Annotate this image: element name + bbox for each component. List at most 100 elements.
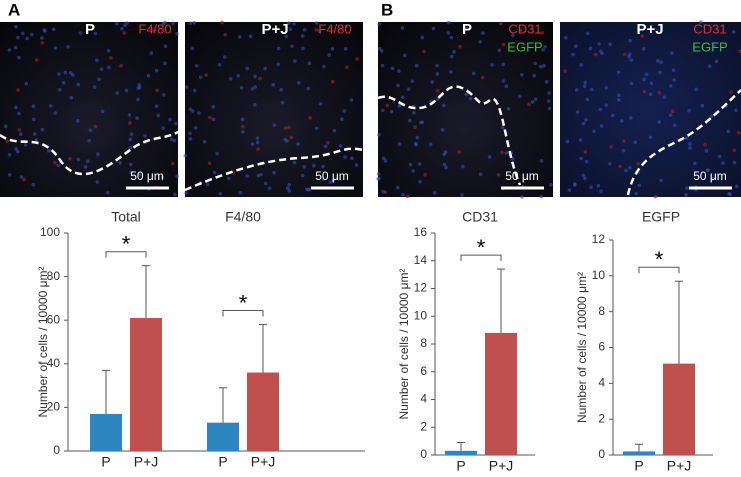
nucleus bbox=[253, 74, 257, 79]
nucleus bbox=[68, 71, 73, 75]
nucleus bbox=[342, 109, 347, 113]
nucleus bbox=[175, 31, 179, 36]
nucleus bbox=[218, 191, 223, 196]
nucleus bbox=[220, 20, 224, 25]
nucleus bbox=[99, 67, 104, 71]
nucleus bbox=[710, 177, 715, 181]
nucleus bbox=[396, 83, 400, 88]
nucleus bbox=[435, 72, 440, 76]
nucleus bbox=[573, 183, 577, 187]
nucleus bbox=[288, 27, 293, 31]
nucleus bbox=[253, 85, 258, 89]
nucleus bbox=[340, 117, 344, 121]
y-tick-label: 2 bbox=[420, 419, 427, 433]
y-axis-label: Number of cells / 10000 μm² bbox=[397, 269, 411, 420]
nucleus bbox=[190, 46, 194, 51]
nucleus bbox=[549, 182, 553, 187]
nucleus bbox=[321, 164, 325, 169]
nucleus bbox=[188, 131, 192, 136]
nucleus bbox=[222, 55, 227, 59]
nucleus bbox=[420, 120, 425, 125]
nucleus bbox=[296, 142, 300, 146]
nucleus bbox=[598, 107, 603, 112]
nucleus bbox=[118, 160, 122, 165]
nucleus bbox=[590, 87, 594, 92]
nucleus bbox=[629, 81, 634, 86]
nucleus bbox=[573, 44, 578, 48]
nucleus bbox=[5, 139, 9, 144]
nucleus bbox=[343, 47, 348, 51]
nucleus bbox=[349, 98, 354, 102]
nucleus bbox=[668, 113, 673, 117]
nucleus bbox=[106, 48, 111, 53]
nucleus bbox=[250, 87, 255, 91]
nucleus bbox=[622, 139, 626, 143]
nucleus bbox=[532, 74, 536, 78]
nucleus bbox=[7, 153, 12, 157]
nucleus bbox=[464, 26, 469, 31]
scale-label: 50 μm bbox=[315, 169, 349, 183]
bar bbox=[207, 422, 239, 451]
nucleus bbox=[188, 107, 193, 111]
nucleus bbox=[442, 152, 446, 157]
nucleus bbox=[583, 176, 587, 181]
bar bbox=[663, 363, 695, 455]
nucleus bbox=[571, 52, 575, 57]
nucleus bbox=[287, 182, 292, 187]
nucleus bbox=[135, 116, 139, 120]
nucleus bbox=[217, 62, 222, 67]
nucleus bbox=[285, 186, 290, 190]
nucleus bbox=[432, 190, 437, 195]
y-tick-label: 10 bbox=[592, 268, 606, 282]
nucleus bbox=[34, 58, 39, 62]
nucleus bbox=[599, 189, 603, 194]
nucleus bbox=[500, 125, 505, 130]
x-tick-label: P+J bbox=[251, 454, 276, 470]
nucleus bbox=[381, 156, 386, 161]
nucleus bbox=[253, 102, 257, 107]
y-tick-label: 0 bbox=[420, 447, 427, 461]
scale-label: 50 μm bbox=[130, 169, 164, 183]
nucleus bbox=[478, 40, 482, 44]
nucleus bbox=[129, 132, 134, 136]
nucleus bbox=[143, 134, 147, 138]
nucleus bbox=[85, 159, 90, 164]
nucleus bbox=[322, 177, 326, 182]
nucleus bbox=[283, 126, 288, 130]
nucleus bbox=[579, 63, 583, 67]
nucleus bbox=[57, 72, 61, 76]
nucleus bbox=[649, 81, 654, 86]
nucleus bbox=[327, 53, 331, 57]
chart-title: CD31 bbox=[462, 209, 498, 225]
image-label: P+J bbox=[261, 21, 288, 38]
nucleus bbox=[575, 110, 580, 114]
nucleus bbox=[688, 142, 692, 146]
nucleus bbox=[662, 95, 666, 99]
nucleus bbox=[17, 55, 21, 60]
nucleus bbox=[627, 52, 632, 57]
nucleus bbox=[129, 170, 133, 175]
nucleus bbox=[410, 79, 415, 83]
nucleus bbox=[20, 31, 25, 36]
nucleus bbox=[721, 161, 725, 165]
nucleus bbox=[685, 186, 689, 190]
nucleus bbox=[175, 174, 179, 179]
nucleus bbox=[563, 36, 568, 40]
nucleus bbox=[160, 175, 165, 179]
y-tick-label: 100 bbox=[40, 225, 60, 239]
nucleus bbox=[292, 21, 296, 26]
nucleus bbox=[22, 177, 26, 182]
group-title: F4/80 bbox=[225, 209, 261, 225]
nucleus bbox=[547, 106, 552, 111]
nucleus bbox=[376, 177, 381, 181]
nucleus bbox=[263, 66, 267, 71]
nucleus bbox=[629, 58, 634, 62]
nucleus bbox=[197, 111, 201, 115]
nucleus bbox=[446, 20, 451, 25]
nucleus bbox=[501, 79, 506, 83]
nucleus bbox=[40, 127, 45, 132]
nucleus bbox=[460, 193, 464, 197]
nucleus bbox=[604, 103, 608, 107]
nucleus bbox=[205, 182, 210, 187]
